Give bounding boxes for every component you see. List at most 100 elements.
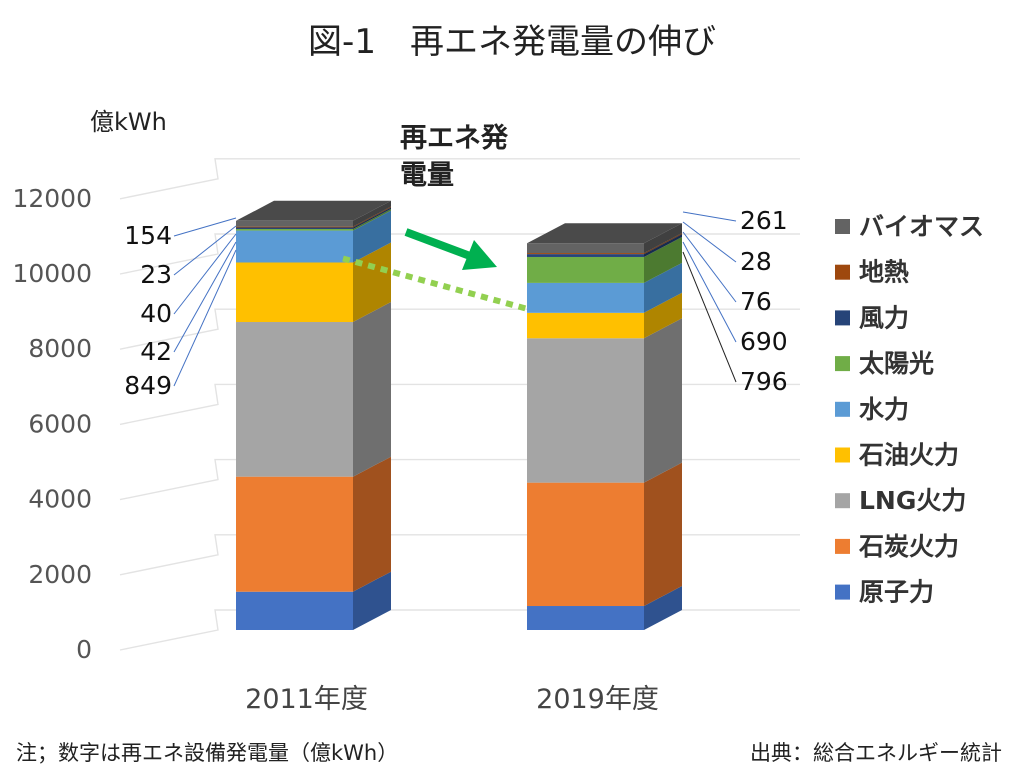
bar-segment-2011年度-太陽光: [236, 228, 353, 231]
y-tick-label: 6000: [28, 409, 92, 438]
chart-title: 図-1 再エネ発電量の伸び: [308, 22, 716, 62]
gridline: [119, 233, 800, 275]
legend-swatch: [835, 493, 850, 509]
legend-swatch: [835, 401, 850, 417]
bar-side-2011年度-風力: [353, 207, 391, 229]
legend-label: 原子力: [859, 578, 934, 607]
y-tick-label: 0: [76, 635, 92, 664]
legend-swatch: [835, 447, 850, 463]
leader-line: [682, 211, 737, 222]
bar-segment-2011年度-石炭火力: [236, 476, 353, 592]
data-label: 690: [740, 327, 788, 356]
leader-line: [173, 241, 237, 353]
bar-segment-2011年度-原子力: [236, 591, 353, 630]
bar-side-2011年度-LNG火力: [353, 302, 391, 477]
bar-side-2019年度-太陽光: [644, 237, 682, 283]
annotation-line1: 再エネ発: [400, 123, 509, 154]
bar-side-2011年度-太陽光: [353, 209, 391, 231]
legend-swatch: [835, 219, 850, 234]
bar-side-2011年度-原子力: [353, 571, 391, 630]
bar-segment-2019年度-LNG火力: [527, 338, 644, 483]
gridline: [119, 383, 800, 426]
y-tick-label: 10000: [12, 259, 92, 288]
bar-side-2019年度-LNG火力: [644, 318, 682, 483]
x-category-label: 2011年度: [245, 684, 368, 715]
gridline: [119, 158, 800, 200]
bar-side-2011年度-地熱: [353, 206, 391, 228]
legend-label: 地熱: [859, 258, 909, 287]
data-label: 849: [124, 371, 172, 400]
bar-top-2011年度: [236, 200, 391, 221]
gridlines: [119, 158, 800, 651]
gridline: [119, 458, 800, 501]
bar-segment-2019年度-原子力: [527, 606, 644, 630]
y-tick-label: 2000: [28, 560, 92, 589]
legend-label: 石炭火力: [858, 532, 959, 561]
trend-dotted-line: [342, 255, 528, 312]
bar-side-2019年度-石炭火力: [644, 462, 682, 606]
bar-top-2019年度: [527, 223, 682, 244]
leader-line: [682, 231, 737, 303]
legend-label: 水力: [859, 395, 909, 424]
data-label: 28: [740, 247, 772, 276]
bar-side-2011年度-石炭火力: [353, 456, 391, 592]
bar-segment-2019年度-石油火力: [527, 312, 644, 339]
y-axis-ticks: 0 2000 4000 6000 8000 10000 12000: [12, 184, 92, 664]
legend-swatch: [835, 538, 850, 554]
bar-side-2011年度-水力: [353, 210, 391, 263]
bar-segment-2019年度-太陽光: [527, 256, 644, 283]
label-leader-lines: [173, 211, 737, 387]
leader-line: [173, 249, 237, 387]
footnote: 注；数字は再エネ設備発電量（億kWh）: [16, 741, 399, 765]
bar-side-2011年度-バイオマス: [353, 200, 391, 227]
bar-segment-2019年度-水力: [527, 282, 644, 313]
bar-segment-2019年度-地熱: [527, 253, 644, 255]
y-axis-unit: 億kWh: [90, 108, 167, 136]
bar-segment-2011年度-地熱: [236, 226, 353, 228]
legend-label: LNG火力: [859, 486, 966, 515]
legend-label: 石油火力: [858, 441, 959, 470]
data-label: 23: [140, 260, 172, 289]
bar-side-2019年度-バイオマス: [644, 223, 682, 254]
legend-swatch: [835, 584, 850, 600]
leader-line: [682, 241, 737, 343]
legend-swatch: [835, 264, 850, 280]
leader-line: [173, 225, 237, 276]
bar-side-2019年度-風力: [644, 234, 682, 257]
data-label: 42: [140, 337, 172, 366]
y-tick-label: 8000: [28, 334, 92, 363]
green-arrow: [404, 228, 497, 270]
bar-segment-2011年度-風力: [236, 227, 353, 229]
data-label: 154: [124, 221, 172, 250]
bar-segment-2011年度-石油火力: [236, 262, 353, 323]
legend-label: 風力: [859, 303, 909, 332]
legend-label: 太陽光: [859, 349, 934, 378]
gridline: [119, 308, 800, 350]
y-tick-label: 4000: [28, 485, 92, 514]
leader-line: [173, 233, 237, 315]
source-note: 出典：総合エネルギー統計: [750, 741, 1002, 765]
legend-label: バイオマス: [859, 212, 984, 241]
category-labels: 2011年度 2019年度: [245, 684, 659, 715]
data-labels: 154 23 40 42 849 261 28 76 690 796: [124, 206, 787, 400]
leader-line: [682, 251, 737, 383]
bar-segment-2011年度-LNG火力: [236, 322, 353, 477]
leader-line: [173, 217, 237, 237]
bar-segment-2011年度-水力: [236, 230, 353, 263]
bar-side-2019年度-水力: [644, 262, 682, 313]
bar-segment-2011年度-バイオマス: [236, 220, 353, 227]
gridline: [119, 609, 800, 651]
bars: [236, 200, 682, 630]
leader-line: [682, 221, 737, 263]
data-label: 76: [740, 287, 772, 316]
bar-segment-2019年度-石炭火力: [527, 482, 644, 607]
legend-swatch: [835, 310, 850, 326]
data-label: 40: [140, 299, 172, 328]
legend-swatch: [835, 356, 850, 372]
bar-side-2019年度-地熱: [644, 233, 682, 255]
bar-segment-2019年度-風力: [527, 254, 644, 257]
data-label: 796: [740, 367, 788, 396]
data-label: 261: [740, 206, 788, 235]
